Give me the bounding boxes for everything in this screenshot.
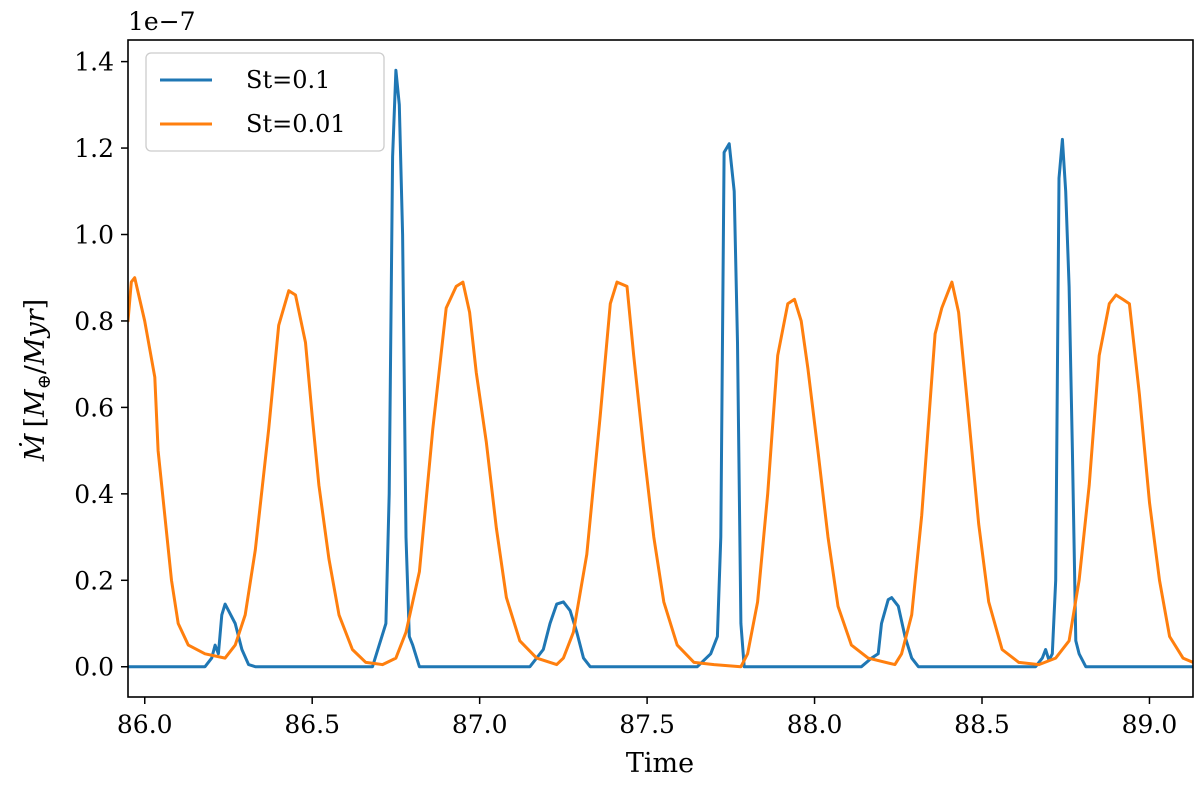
y-label-myr: Myr: [20, 307, 51, 366]
x-tick-label: 88.5: [954, 710, 1010, 739]
y-tick-label: 0.8: [74, 307, 114, 336]
y-label-slash: /: [20, 364, 51, 374]
x-axis: 86.0 86.5 87.0 87.5 88.0 88.5 89.0: [117, 697, 1177, 739]
y-offset-text: 1e−7: [128, 7, 196, 36]
x-tick-label: 88.0: [787, 710, 843, 739]
legend-label-st-0-01: St=0.01: [246, 110, 346, 138]
axes-frame: [127, 39, 1194, 698]
x-tick-label: 86.0: [117, 710, 173, 739]
y-tick-label: 1.0: [74, 221, 114, 250]
y-label-earth-symbol: ⊕: [34, 374, 55, 389]
y-label-mass: M: [20, 388, 51, 418]
y-tick-label: 1.2: [74, 134, 114, 163]
series-line-st-0-1: [128, 68, 1193, 669]
y-tick-label: 0.4: [74, 480, 114, 509]
plot-area: [128, 68, 1193, 669]
legend-label-st-0-1: St=0.1: [246, 66, 330, 94]
y-tick-label: 0.6: [74, 393, 114, 422]
y-axis-label: Ṁ [M⊕/Myr]: [18, 299, 55, 462]
y-tick-label: 0.2: [74, 566, 114, 595]
y-label-open-bracket: [: [20, 417, 51, 428]
x-axis-label: Time: [626, 748, 694, 779]
y-tick-label: 1.4: [74, 48, 114, 77]
x-tick-label: 87.0: [452, 710, 508, 739]
y-label-close-bracket: ]: [20, 299, 51, 310]
y-tick-label: 0.0: [74, 653, 114, 682]
series-line-st-0-01: [128, 276, 1193, 669]
y-label-mdot: Ṁ: [18, 432, 51, 462]
legend: St=0.1 St=0.01: [145, 52, 385, 152]
x-tick-label: 86.5: [284, 710, 340, 739]
y-axis: 0.0 0.2 0.4 0.6 0.8 1.0 1.2 1.4: [74, 48, 128, 682]
legend-box: [145, 52, 385, 152]
x-tick-label: 89.0: [1122, 710, 1178, 739]
x-tick-label: 87.5: [619, 710, 675, 739]
